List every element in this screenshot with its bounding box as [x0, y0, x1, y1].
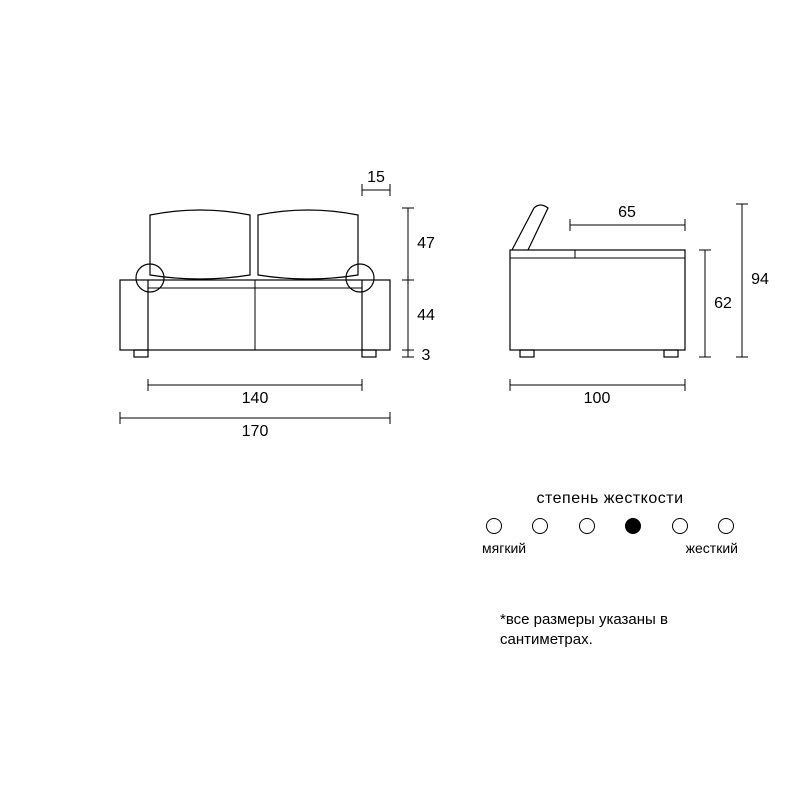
firmness-dot-5[interactable] — [718, 518, 734, 534]
dim-inner-width: 140 — [242, 390, 269, 407]
tech-drawing: 15 47 44 3 140 170 — [0, 0, 800, 800]
dim-outer-width: 170 — [242, 423, 269, 440]
dim-h-leg: 3 — [422, 347, 431, 364]
firmness-dot-4[interactable] — [672, 518, 688, 534]
firmness-label-soft: мягкий — [482, 540, 526, 556]
side-view — [510, 205, 685, 357]
dim-h-arm: 62 — [714, 295, 732, 312]
dim-h-back: 94 — [751, 271, 769, 288]
firmness-dot-1[interactable] — [532, 518, 548, 534]
firmness-dot-3[interactable] — [625, 518, 641, 534]
front-view — [120, 210, 390, 357]
firmness-label-hard: жесткий — [686, 540, 738, 556]
diagram-stage: { "canvas": { "w": 800, "h": 800, "bg": … — [0, 0, 800, 800]
dim-h-cushion: 47 — [417, 235, 435, 252]
firmness-dots — [480, 518, 740, 534]
firmness-scale: степень жесткости мягкий жесткий — [480, 490, 740, 556]
firmness-title: степень жесткости — [480, 490, 740, 508]
footnote: *все размеры указаны в сантиметрах. — [500, 610, 740, 649]
side-dims: 65 62 94 100 — [510, 204, 769, 407]
dim-arm-width: 15 — [367, 169, 385, 186]
front-dims: 15 47 44 3 140 170 — [120, 169, 435, 440]
dim-seat-depth: 65 — [618, 204, 636, 221]
dim-depth: 100 — [584, 390, 611, 407]
firmness-dot-0[interactable] — [486, 518, 502, 534]
dim-h-seat: 44 — [417, 307, 435, 324]
firmness-dot-2[interactable] — [579, 518, 595, 534]
